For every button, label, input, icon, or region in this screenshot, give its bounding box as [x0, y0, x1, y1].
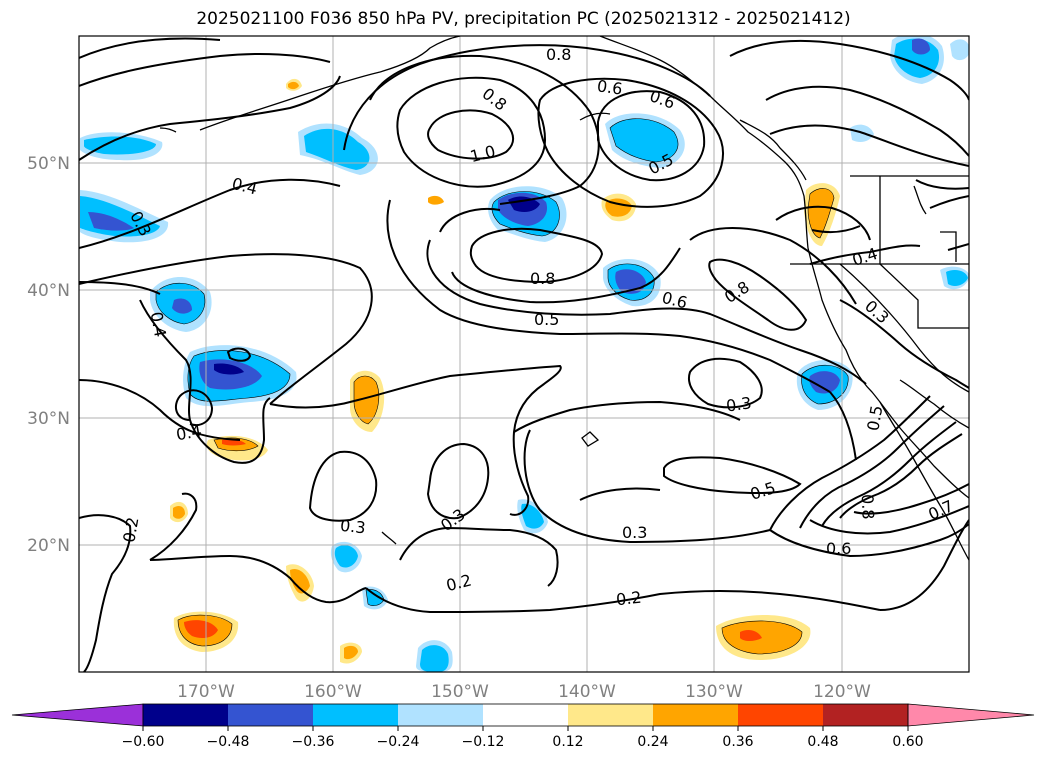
- colorbar-extend-low: [11, 703, 144, 727]
- map-title: 2025021100 F036 850 hPa PV, precipitatio…: [196, 9, 851, 29]
- contour-label: 1.0: [468, 142, 497, 167]
- colorbar-tick-label: 0.12: [552, 734, 583, 750]
- contour-label: 0.5: [534, 310, 559, 329]
- contour-label: 0.5: [748, 478, 778, 504]
- colorbar-frame: [142, 703, 909, 727]
- precip-cell-neg: [214, 363, 244, 375]
- precip-cell-pos: [290, 568, 310, 594]
- contour-label: 0.6: [826, 539, 851, 558]
- colorbar-cell: [398, 704, 483, 726]
- contour-label: 0.6: [596, 76, 624, 98]
- contour-label: 0.3: [339, 516, 366, 538]
- contour-label: 0.4: [850, 244, 880, 270]
- contour-label: 0.4: [230, 174, 259, 199]
- precip-cell-pos: [184, 620, 218, 638]
- colorbar: −0.60 −0.48 −0.36 −0.24 −0.12 0.12 0.24 0.36 0.4…: [11, 703, 1035, 750]
- colorbar-tick-label: −0.36: [292, 734, 335, 750]
- colorbar-tick-label: 0.24: [637, 734, 668, 750]
- precip-cell-pos: [288, 81, 299, 90]
- precipitation-shading: [80, 36, 969, 672]
- precip-cell-neg: [420, 645, 449, 672]
- contour-label: 0.6: [647, 86, 677, 113]
- contour-label: 0.8: [546, 45, 571, 64]
- precip-cell-neg: [172, 298, 192, 314]
- precip-cell-pos: [354, 376, 379, 424]
- contour-label: 0.4: [147, 310, 170, 338]
- lat-tick-label: 40°N: [27, 281, 70, 301]
- contour-label: 0.4: [175, 421, 203, 444]
- precip-cell-neg: [950, 39, 969, 61]
- colorbar-cell: [228, 704, 313, 726]
- colorbar-tick-label: −0.60: [122, 734, 165, 750]
- precip-cell-neg: [304, 128, 370, 170]
- lat-tick-label: 30°N: [27, 409, 70, 429]
- colorbar-cell: [823, 704, 908, 726]
- contour-label: 0.3: [437, 505, 469, 535]
- precip-cell-pos: [428, 195, 444, 205]
- map-gridlines: [79, 36, 969, 672]
- precip-cell-neg: [88, 212, 134, 231]
- lon-tick-label: 140°W: [558, 682, 616, 702]
- colorbar-tick-label: 0.60: [892, 734, 923, 750]
- precip-cell-pos: [740, 630, 762, 641]
- lon-tick-label: 160°W: [304, 682, 362, 702]
- precip-cell-pos: [808, 188, 834, 238]
- precip-cell-neg: [809, 371, 840, 394]
- precip-cell-neg: [610, 118, 678, 162]
- precip-cell-neg: [84, 136, 156, 155]
- colorbar-cell: [313, 704, 398, 726]
- colorbar-cell: [568, 704, 653, 726]
- lon-tick-label: 120°W: [813, 682, 871, 702]
- contour-label: 0.3: [861, 296, 893, 327]
- colorbar-cell: [738, 704, 823, 726]
- colorbar-tick-label: −0.12: [462, 734, 505, 750]
- colorbar-cell: [653, 704, 738, 726]
- colorbar-extend-high: [907, 703, 1035, 727]
- colorbar-tick-label: 0.36: [722, 734, 753, 750]
- colorbar-cell: [143, 704, 228, 726]
- contour-label: 0.2: [615, 588, 642, 610]
- precip-cell-neg: [334, 545, 358, 568]
- precip-cell-pos: [222, 439, 246, 446]
- coastlines: [159, 36, 969, 561]
- contour-label: 0.3: [725, 393, 753, 415]
- lon-tick-label: 130°W: [685, 682, 743, 702]
- precip-cell-pos: [173, 506, 185, 519]
- contour-label: 0.5: [863, 404, 886, 432]
- precip-cell-neg: [366, 589, 384, 606]
- contour-label: 0.8: [479, 84, 511, 115]
- contour-label: 0.3: [622, 523, 647, 542]
- colorbar-cell: [483, 704, 568, 726]
- longitude-labels: 170°W 160°W 150°W 140°W 130°W 120°W: [177, 682, 871, 702]
- precip-cell-neg: [946, 270, 968, 286]
- contour-label: 0.2: [444, 570, 473, 595]
- contour-label: 0.8: [530, 269, 555, 288]
- latitude-labels: 50°N 40°N 30°N 20°N: [27, 154, 70, 556]
- precip-cell-neg: [912, 38, 930, 55]
- contour-label: 0.8: [721, 277, 753, 307]
- precip-cell-neg: [521, 503, 544, 529]
- precip-outlines: [155, 118, 849, 655]
- map-frame: [78, 35, 970, 673]
- precip-cell-pos: [722, 620, 802, 654]
- colorbar-tick-label: −0.48: [207, 734, 250, 750]
- colorbar-tick-label: 0.48: [807, 734, 838, 750]
- pv-contours: [79, 37, 969, 672]
- colorbar-tick-label: −0.24: [377, 734, 420, 750]
- contour-label: 0.8: [858, 494, 878, 520]
- precip-cell-neg: [508, 196, 540, 212]
- precip-cell-pos: [344, 645, 358, 660]
- lon-tick-label: 170°W: [177, 682, 235, 702]
- lat-tick-label: 50°N: [27, 154, 70, 174]
- lon-tick-label: 150°W: [431, 682, 489, 702]
- contour-label: 0.2: [119, 516, 142, 544]
- lat-tick-label: 20°N: [27, 536, 70, 556]
